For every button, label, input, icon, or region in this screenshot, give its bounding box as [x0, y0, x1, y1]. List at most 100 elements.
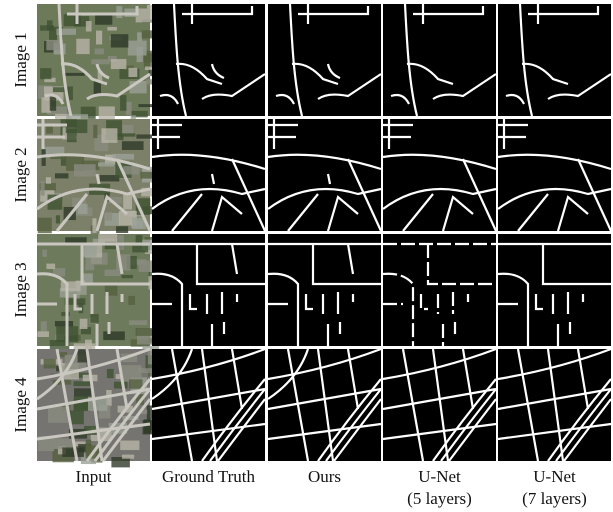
column-label: Ground Truth: [162, 467, 256, 486]
input-image: [37, 4, 167, 127]
photo-patch: [123, 194, 132, 210]
column-label: U-Net: [533, 467, 576, 486]
input-image: [37, 234, 163, 359]
row-label: Image 3: [11, 262, 30, 317]
photo-patch: [95, 49, 104, 55]
photo-patch: [74, 164, 96, 176]
photo-patch: [74, 388, 91, 397]
mask-bg: [383, 234, 496, 346]
figure: Image 1 Image 2 Image 3 Image 4 Input Ground …: [0, 0, 613, 512]
photo-patch: [137, 32, 142, 41]
mask-bg: [498, 4, 611, 116]
photo-patch: [62, 447, 84, 456]
road: [97, 174, 99, 184]
photo-patch: [122, 125, 133, 133]
photo-patch: [128, 296, 135, 305]
photo-patch: [105, 212, 112, 221]
mask-image: [152, 234, 265, 346]
photo-patch: [38, 218, 52, 234]
photo-patch: [44, 359, 56, 369]
mask-image: [383, 349, 496, 461]
photo-patch: [122, 141, 144, 150]
photo-patch: [85, 264, 94, 270]
photo-patch: [140, 172, 153, 179]
photo-patch: [116, 226, 128, 233]
photo-patch: [55, 321, 73, 326]
row-label: Image 2: [11, 147, 30, 202]
photo-patch: [144, 419, 151, 433]
mask-bg: [383, 119, 496, 231]
photo-patch: [123, 166, 139, 174]
column-label: Input: [76, 467, 112, 486]
mask-image: [498, 349, 611, 461]
photo-patch: [137, 47, 144, 62]
photo-patch: [70, 410, 84, 424]
mask-bg: [268, 4, 381, 116]
photo-patch: [116, 6, 122, 18]
mask-image: [383, 4, 496, 116]
mask-bg: [152, 234, 265, 346]
mask-image: [152, 4, 265, 116]
photo-patch: [46, 40, 61, 50]
photo-patch: [105, 270, 121, 276]
mask-image: [383, 119, 496, 231]
photo-patch: [107, 27, 116, 31]
input-image: [37, 119, 162, 240]
row-label: Image 4: [11, 377, 30, 433]
photo-patch: [40, 68, 51, 79]
photo-patch: [98, 162, 114, 166]
photo-patch: [41, 321, 47, 331]
mask-image: [268, 4, 381, 116]
mask-bg: [268, 234, 381, 346]
photo-patch: [42, 250, 47, 257]
mask-bg: [498, 234, 611, 346]
photo-patch: [80, 319, 88, 329]
photo-patch: [111, 34, 128, 47]
photo-patch: [37, 331, 49, 337]
photo-patch: [76, 39, 89, 54]
photo-patch: [120, 365, 141, 381]
mask-bg: [152, 4, 265, 116]
photo-patch: [120, 441, 139, 451]
mask-bg: [498, 119, 611, 231]
mask-bg: [268, 119, 381, 231]
photo-patch: [54, 438, 73, 449]
photo-patch: [114, 382, 128, 389]
photo-patch: [98, 234, 117, 242]
photo-patch: [46, 177, 51, 184]
input-image: [37, 349, 167, 467]
photo-patch: [91, 59, 109, 64]
mask-image: [152, 349, 265, 461]
photo-patch: [90, 314, 98, 323]
photo-patch: [93, 125, 97, 138]
mask-image: [268, 349, 381, 461]
mask-bg: [152, 119, 265, 231]
photo-patch: [92, 218, 96, 233]
mask-image: [152, 119, 265, 231]
column-label: (5 layers): [407, 489, 472, 508]
photo-patch: [120, 95, 126, 111]
photo-patch: [64, 73, 85, 76]
photo-patch: [96, 31, 102, 45]
column-label: Ours: [308, 467, 341, 486]
photo-patch: [55, 173, 68, 178]
mask-image: [498, 119, 611, 231]
mask-image: [268, 119, 381, 231]
photo-patch: [66, 120, 88, 133]
photo-patch: [132, 246, 148, 253]
photo-patch: [107, 369, 114, 378]
photo-patch: [41, 181, 45, 195]
photo-patch: [122, 455, 134, 459]
mask-image: [498, 234, 611, 346]
column-label: (7 layers): [522, 489, 587, 508]
photo-patch: [136, 235, 143, 242]
photo-patch: [56, 215, 60, 223]
photo-patch: [101, 128, 117, 143]
row-label: Image 1: [11, 32, 30, 87]
photo-patch: [129, 320, 147, 325]
photo-patch: [46, 264, 55, 269]
photo-patch: [61, 281, 81, 291]
mask-image: [383, 234, 496, 346]
column-label: U-Net: [418, 467, 461, 486]
photo-patch: [86, 21, 92, 31]
